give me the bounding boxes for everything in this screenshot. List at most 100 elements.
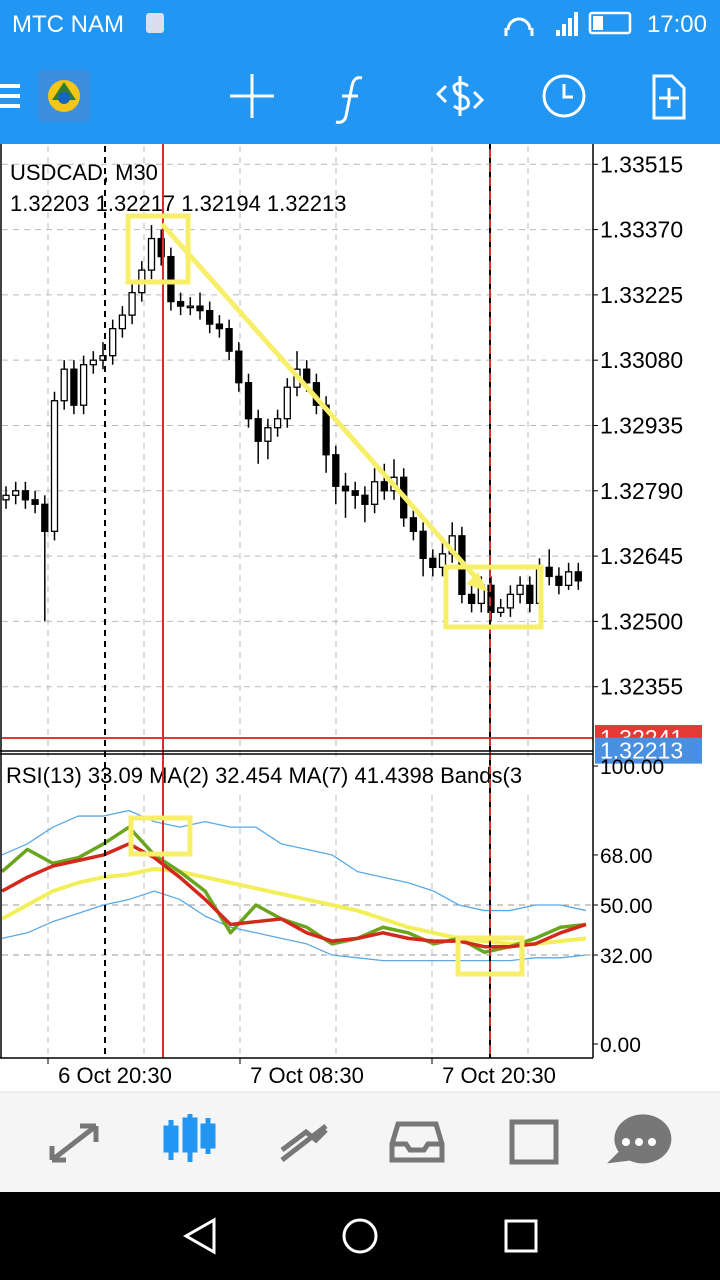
frame: [0, 144, 594, 1059]
trade-tab[interactable]: [280, 1124, 328, 1162]
candle-body: [506, 593, 515, 609]
candle-body: [157, 237, 165, 258]
candle-body: [79, 364, 88, 406]
y-tick-label: 1.33515: [600, 151, 683, 177]
menu-button[interactable]: [0, 84, 20, 108]
y-tick-label: 1.33080: [600, 347, 683, 373]
candle-body: [89, 359, 97, 366]
candle-body: [370, 481, 379, 505]
candle-body: [225, 328, 233, 352]
y-tick-label: 1.32790: [600, 478, 683, 504]
y-tick-label: 1.32935: [600, 412, 683, 438]
history-tab[interactable]: [389, 1121, 445, 1163]
candle-body: [60, 368, 68, 402]
app-logo[interactable]: [38, 70, 90, 122]
candle-body: [429, 557, 437, 568]
x-tick-label: 7 Oct 08:30: [250, 1063, 364, 1088]
candle-body: [409, 517, 418, 532]
headset-icon: [504, 17, 534, 36]
candle-body: [526, 584, 534, 605]
y-tick-label: 32.00: [600, 945, 653, 968]
recents-button[interactable]: [504, 1219, 538, 1253]
battery-icon: [588, 11, 632, 35]
candle-body: [341, 485, 350, 492]
candle-body: [196, 305, 204, 312]
candle-body: [41, 503, 49, 532]
indicator-line: [1, 866, 587, 946]
candle-body: [332, 454, 340, 487]
title-bg: [2, 757, 590, 791]
crosshair-button[interactable]: [230, 74, 274, 118]
chart-tab[interactable]: [163, 1114, 216, 1162]
candle-body: [215, 323, 224, 330]
candle-body: [147, 237, 156, 271]
candle-body: [438, 553, 447, 568]
indicator-line: [0, 825, 587, 955]
last-price-label: 1.32213: [600, 738, 683, 764]
back-button[interactable]: [182, 1217, 216, 1255]
indicator-line: [1, 809, 587, 912]
new-order-button[interactable]: [652, 74, 686, 120]
candle-body: [2, 494, 10, 501]
news-tab[interactable]: [509, 1119, 559, 1165]
sim-icon: [146, 13, 164, 33]
y-tick-label: 50.00: [600, 895, 653, 918]
carrier: MTC NAM: [12, 11, 124, 38]
system-nav: [0, 1192, 720, 1280]
timeframe-button[interactable]: [542, 74, 586, 118]
annotations: [125, 213, 544, 977]
y-tick-label: 68.00: [600, 845, 653, 868]
candle-body: [564, 571, 573, 587]
candle-body: [516, 584, 524, 596]
candle-body: [303, 368, 311, 384]
indicator-title: RSI(13) 33.09 MA(2) 32.454 MA(7) 41.4398…: [6, 763, 522, 788]
candle-body: [235, 350, 243, 384]
last-label-bg: [595, 737, 702, 764]
candle-body: [574, 571, 582, 582]
home-button[interactable]: [342, 1218, 378, 1254]
candle-body: [186, 305, 194, 309]
candle-body: [109, 328, 117, 357]
crosshair-lines: [104, 144, 491, 1058]
indicators-button[interactable]: [335, 76, 363, 124]
indicator-line: [1, 842, 587, 949]
indicator-line: [1, 890, 587, 962]
y-tick-label: 1.33225: [600, 282, 683, 308]
bottom-nav: [0, 1092, 720, 1192]
candle-body: [497, 607, 505, 614]
symbol-title: USDCAD, M30: [10, 160, 158, 185]
y-tick-label: 1.33370: [600, 217, 683, 243]
candle-body: [70, 368, 78, 406]
y-tick-label: 100.00: [600, 756, 664, 779]
quotes-tab[interactable]: [49, 1123, 99, 1163]
candle-body: [118, 314, 127, 330]
candle-body: [206, 309, 214, 325]
y-tick-label: 1.32500: [600, 608, 683, 634]
symbols-button[interactable]: [435, 76, 485, 116]
rsi-panel: 100.00 68.00 50.00 32.00 0.00 RSI(13) 33.09 M…: [0, 756, 664, 1057]
y-tick-label: 1.32355: [600, 674, 683, 700]
y-tick-label: 0.00: [600, 1034, 641, 1057]
candle-body: [167, 255, 175, 303]
candle-body: [50, 400, 59, 532]
battery-level: [593, 16, 603, 30]
candle-body: [467, 593, 476, 605]
price-chart: 1.33515 1.33370 1.33225 1.33080 1.32935 1.327…: [2, 151, 702, 1088]
candle-body: [244, 382, 253, 420]
signal-icon: [556, 12, 578, 36]
ohlc-values: 1.32203 1.32217 1.32194 1.32213: [10, 191, 346, 216]
candle-body: [21, 490, 30, 501]
candle-body: [361, 494, 369, 505]
candle-body: [380, 481, 388, 492]
candle-body: [545, 566, 553, 578]
candle-body: [12, 490, 20, 496]
candle-body: [264, 427, 272, 442]
chart-area: [0, 144, 720, 1092]
y-tick-label: 1.32645: [600, 543, 683, 569]
candle-body: [176, 300, 185, 307]
candle-body: [283, 386, 291, 420]
candle-body: [419, 530, 427, 559]
clock: 17:00: [647, 11, 707, 38]
